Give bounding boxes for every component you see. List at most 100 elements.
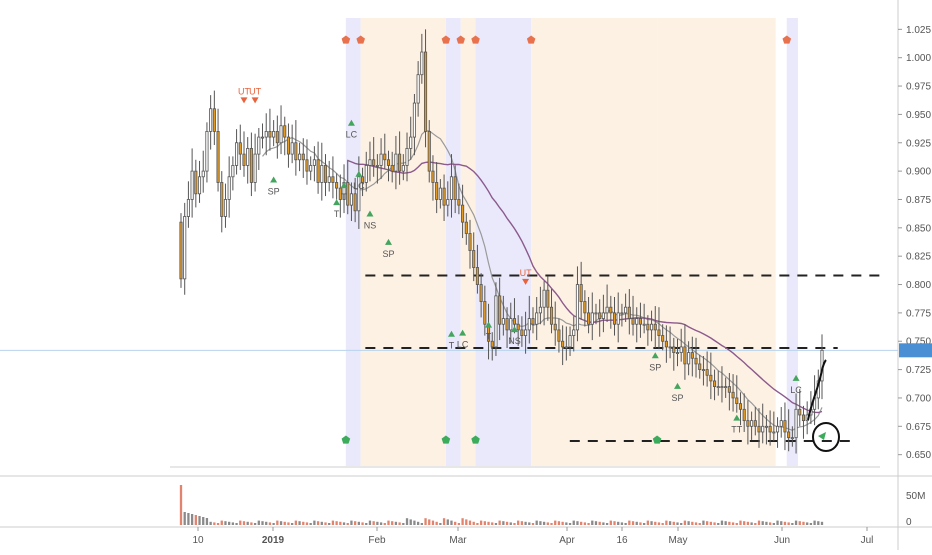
price-tick-label-3: 0.950 [906,110,931,121]
candle-body-127 [650,323,654,331]
candle-body-55 [383,153,387,161]
volume-bar-130 [661,523,664,525]
up-triangle-11 [485,321,493,328]
volume-bar-153 [746,521,750,525]
candle-body-125 [642,323,646,326]
candle-body-155 [753,420,757,427]
candle-body-24 [268,131,272,138]
volume-bar-60 [402,523,405,525]
volume-bar-50 [365,523,368,525]
candle-body-75 [457,199,461,206]
candle-body-52 [372,159,376,166]
candle-body-132 [668,346,672,349]
volume-bar-90 [513,523,516,525]
candle-body-31 [294,142,298,161]
candle-body-167 [798,408,802,416]
volume-bar-34 [305,522,309,525]
candle-body-43 [338,187,342,200]
candle-body-148 [727,386,731,393]
candle-body-72 [446,199,450,206]
volume-bar-49 [361,522,364,525]
bottom-signal-marker-3 [652,435,662,444]
candle-body-138 [690,352,694,359]
volume-bar-143 [709,521,712,525]
volume-bar-113 [598,521,601,525]
candle-body-154 [750,420,754,427]
volume-bar-105 [568,523,572,525]
candle-body-76 [461,204,465,223]
candle-body-10 [216,131,220,183]
volume-bar-31 [294,520,298,525]
time-tick-label-0: 10 [192,535,204,546]
volume-bar-138 [691,521,694,525]
volume-bar-19 [250,522,253,525]
volume-tick-label-1: 0 [906,517,912,528]
time-tick-label-2: Feb [368,535,386,546]
bottom-signal-marker-1 [441,435,451,444]
candle-body-58 [394,153,398,172]
volume-bar-111 [591,520,594,525]
up-triangle-8 [384,238,392,245]
candle-body-100 [549,306,554,325]
up-triangle-9 [447,330,455,337]
volume-bar-127 [650,521,653,525]
candle-body-136 [683,346,687,365]
volume-bar-100 [550,523,553,525]
candle-body-102 [557,329,561,342]
volume-bar-128 [654,521,657,525]
annotation-label-6: LC [353,181,365,191]
volume-bar-164 [787,522,790,525]
price-tick-label-9: 0.800 [906,280,931,291]
annotation-label-3: T [334,209,340,219]
top-signal-marker-5 [526,35,536,44]
top-signal-marker-1 [356,35,365,44]
volume-bar-137 [687,521,690,525]
volume-bar-77 [465,519,468,525]
candle-body-50 [364,165,368,183]
volume-bar-1 [183,512,186,525]
volume-bar-68 [431,520,435,525]
candle-body-68 [431,170,435,183]
volume-bar-103 [561,521,564,525]
volume-bar-112 [594,521,598,525]
volume-bar-9 [213,522,216,525]
volume-bar-122 [631,521,635,525]
candle-body-156 [757,425,761,433]
annotation-label-2: SP [268,186,280,196]
band-2 [445,18,461,466]
time-tick-label-5: 16 [616,535,628,546]
candle-body-135 [679,346,683,353]
candle-body-158 [764,425,768,428]
candle-body-60 [401,165,405,172]
up-triangle-14 [651,352,659,359]
candle-body-144 [713,380,717,388]
candle-body-152 [742,408,746,422]
volume-bar-51 [368,520,372,525]
time-tick-label-1: 2019 [262,535,285,546]
volume-bar-154 [750,522,753,525]
volume-bar-53 [376,521,379,525]
volume-bar-91 [517,520,520,525]
volume-bar-146 [720,520,724,525]
candle-body-14 [231,165,235,178]
volume-bar-156 [757,520,761,525]
volume-bar-167 [798,521,801,525]
volume-bar-28 [283,521,286,525]
volume-bar-17 [242,521,246,525]
candle-body-5 [197,176,202,195]
volume-bar-54 [379,522,383,525]
candle-body-12 [223,199,228,217]
volume-bar-108 [580,521,583,525]
candle-body-66 [423,51,428,132]
up-triangle-17 [792,374,800,381]
volume-bar-27 [279,521,283,525]
candle-body-137 [687,352,691,365]
candle-body-120 [624,306,628,314]
annotation-label-4: T [341,192,347,202]
candle-body-77 [464,221,468,234]
candle-body-22 [260,136,265,139]
candle-body-119 [620,312,624,315]
annotation-label-16: TT [731,425,742,435]
volume-bar-74 [454,521,457,525]
